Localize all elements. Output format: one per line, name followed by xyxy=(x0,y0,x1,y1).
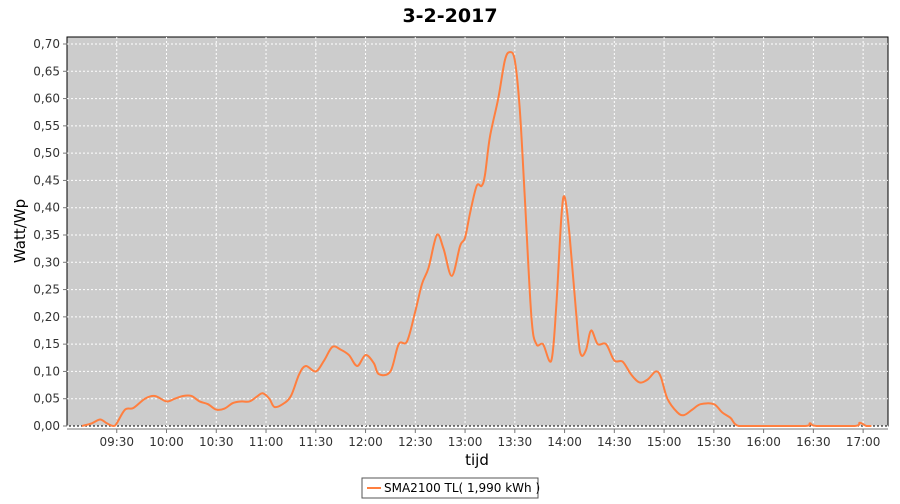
grid-lines xyxy=(67,37,888,427)
y-tick-label: 0,05 xyxy=(33,392,60,406)
x-tick-label: 16:30 xyxy=(796,435,831,449)
legend-entry: SMA2100 TL( 1,990 kWh ) xyxy=(384,481,540,495)
y-axis-label: Watt/Wp xyxy=(11,199,29,263)
y-axis: 0,00 0,05 0,10 0,15 0,20 0,25 0,30 0,35 0,40 0,45… xyxy=(33,37,67,433)
x-tick-label: 14:00 xyxy=(547,435,582,449)
chart-title: 3-2-2017 xyxy=(402,5,497,27)
y-tick-label: 0,60 xyxy=(33,92,60,106)
plot-area xyxy=(66,36,889,427)
x-tick-label: 13:30 xyxy=(498,435,533,449)
x-tick-label: 12:30 xyxy=(398,435,433,449)
x-tick-label: 09:30 xyxy=(99,435,134,449)
y-tick-label: 0,00 xyxy=(33,419,60,433)
x-tick-label: 12:00 xyxy=(348,435,383,449)
y-tick-label: 0,65 xyxy=(33,64,60,78)
y-tick-label: 0,30 xyxy=(33,255,60,269)
y-tick-label: 0,20 xyxy=(33,310,60,324)
legend: SMA2100 TL( 1,990 kWh ) xyxy=(361,477,540,499)
x-tick-label: 13:00 xyxy=(448,435,483,449)
y-tick-label: 0,55 xyxy=(33,119,60,133)
x-tick-label: 15:00 xyxy=(647,435,682,449)
x-tick-label: 11:30 xyxy=(298,435,333,449)
y-tick-label: 0,40 xyxy=(33,201,60,215)
legend-box xyxy=(361,477,539,499)
x-tick-label: 15:30 xyxy=(697,435,732,449)
x-tick-label: 14:30 xyxy=(597,435,632,449)
x-tick-label: 11:00 xyxy=(249,435,284,449)
series-line-sma2100 xyxy=(81,51,872,428)
x-tick-label: 17:00 xyxy=(846,435,881,449)
x-tick-label: 10:30 xyxy=(199,435,234,449)
x-axis-label: tijd xyxy=(465,451,489,469)
y-tick-label: 0,45 xyxy=(33,173,60,187)
x-tick-label: 16:00 xyxy=(746,435,781,449)
y-tick-label: 0,35 xyxy=(33,228,60,242)
y-tick-label: 0,10 xyxy=(33,364,60,378)
x-axis: 09:30 10:00 10:30 11:00 11:30 12:00 12:30 13:00… xyxy=(67,428,888,449)
y-tick-label: 0,70 xyxy=(33,37,60,51)
x-tick-label: 10:00 xyxy=(149,435,184,449)
y-tick-label: 0,15 xyxy=(33,337,60,351)
y-tick-label: 0,25 xyxy=(33,283,60,297)
y-tick-label: 0,50 xyxy=(33,146,60,160)
